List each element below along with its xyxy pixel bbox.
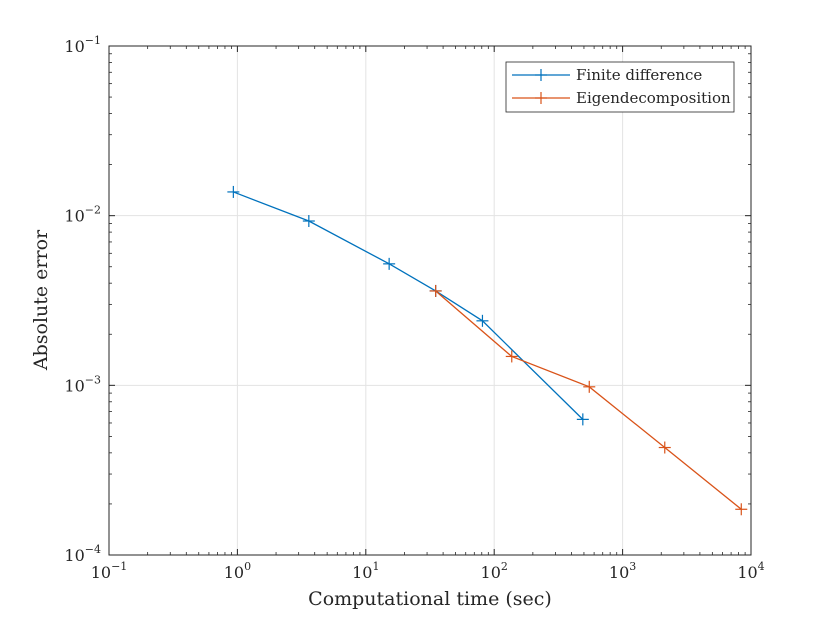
y-tick-label: 10−1: [64, 34, 101, 56]
data-point-eigendecomposition: [583, 380, 596, 393]
data-point-finite-difference: [576, 413, 589, 426]
y-tick-label-exponent: −3: [85, 373, 101, 386]
y-tick-label-base: 10: [64, 546, 84, 565]
y-tick-label: 10−2: [64, 204, 101, 226]
x-tick-label-exponent: 4: [758, 560, 765, 573]
x-tick-label-exponent: 2: [501, 560, 508, 573]
data-point-finite-difference: [476, 314, 489, 327]
legend-label-finite-difference: Finite difference: [576, 66, 702, 84]
data-point-finite-difference: [383, 257, 396, 270]
x-tick-label-exponent: 1: [372, 560, 379, 573]
legend-entries: Finite difference Eigendecomposition: [512, 66, 731, 107]
x-tick-label-base: 10: [352, 563, 372, 582]
legend-box: [505, 61, 735, 113]
x-tick-label-base: 10: [609, 563, 629, 582]
x-tick-label-exponent: −1: [111, 560, 127, 573]
x-tick-label-exponent: 3: [629, 560, 636, 573]
x-tick-label: 10−1: [91, 560, 128, 582]
y-tick-label-exponent: −4: [85, 543, 101, 556]
x-tick-label: 100: [224, 560, 251, 582]
y-tick-label-base: 10: [64, 207, 84, 226]
y-tick-label: 10−4: [64, 543, 101, 565]
x-tick-label: 103: [609, 560, 636, 582]
x-tick-label: 101: [352, 560, 379, 582]
x-tick-label-base: 10: [224, 563, 244, 582]
data-point-finite-difference: [227, 185, 240, 198]
plot-background: [109, 46, 751, 555]
data-point-eigendecomposition: [429, 284, 442, 297]
x-tick-label: 102: [481, 560, 508, 582]
legend-label-eigendecomposition: Eigendecomposition: [576, 89, 731, 107]
x-tick-label-base: 10: [737, 563, 757, 582]
x-tick-label-base: 10: [91, 563, 111, 582]
data-point-finite-difference: [302, 215, 315, 228]
y-tick-label-base: 10: [64, 37, 84, 56]
y-tick-label-base: 10: [64, 376, 84, 395]
legend: Finite difference Eigendecomposition: [505, 61, 735, 113]
x-axis-label: Computational time (sec): [308, 588, 552, 610]
x-tick-label-exponent: 0: [244, 560, 251, 573]
series-layer: [227, 185, 748, 516]
grid-layer: [109, 46, 751, 555]
data-point-eigendecomposition: [658, 441, 671, 454]
y-axis-label: Absolute error: [30, 229, 52, 371]
axis-layer: [108, 45, 752, 556]
y-tick-label: 10−3: [64, 373, 101, 395]
series-line-finite-difference: [233, 191, 584, 420]
x-tick-label: 104: [737, 560, 764, 582]
y-tick-label-exponent: −1: [85, 34, 101, 47]
x-tick-label-base: 10: [481, 563, 501, 582]
data-point-eigendecomposition: [505, 350, 518, 363]
y-tick-label-exponent: −2: [85, 204, 101, 217]
data-point-eigendecomposition: [735, 503, 748, 516]
legend-marker-finite-difference: [535, 69, 547, 81]
plot-frame: [108, 45, 752, 556]
legend-marker-eigendecomposition: [535, 92, 547, 104]
